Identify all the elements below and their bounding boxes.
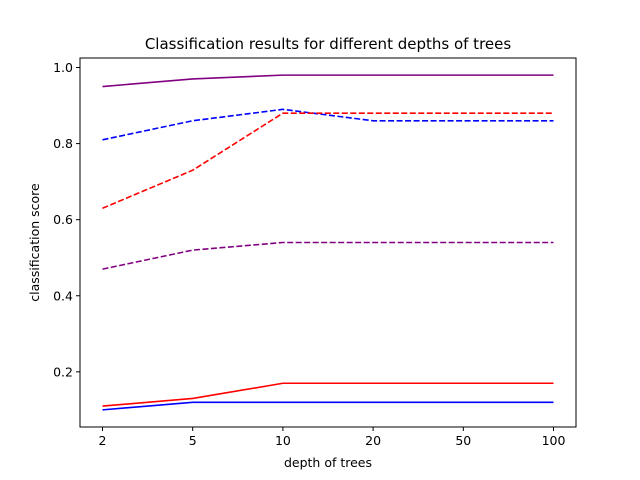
x-axis-label: depth of trees [284,455,372,470]
x-axis: 2 5 10 20 50 100 [99,427,566,448]
x-tick-label: 2 [99,433,107,448]
y-tick-label: 0.8 [53,136,73,151]
series-line-2 [102,112,554,209]
plot-lines [102,74,554,411]
y-axis-label: classification score [27,183,42,302]
y-axis: 0.2 0.4 0.6 0.8 1.0 [53,60,80,379]
series-line-1 [102,108,554,141]
x-tick-label: 20 [365,433,381,448]
series-line-0 [102,74,554,88]
y-tick-label: 0.6 [53,212,73,227]
y-tick-label: 1.0 [53,60,73,75]
chart-title: Classification results for different dep… [145,35,512,53]
series-line-5 [102,401,554,411]
x-tick-label: 5 [189,433,197,448]
plot-frame [79,57,577,428]
y-tick-label: 0.2 [53,364,73,379]
x-tick-label: 100 [542,433,566,448]
series-line-3 [102,241,554,270]
series-line-4 [102,382,554,407]
y-tick-label: 0.4 [53,288,73,303]
x-tick-label: 10 [275,433,291,448]
x-tick-label: 50 [455,433,471,448]
